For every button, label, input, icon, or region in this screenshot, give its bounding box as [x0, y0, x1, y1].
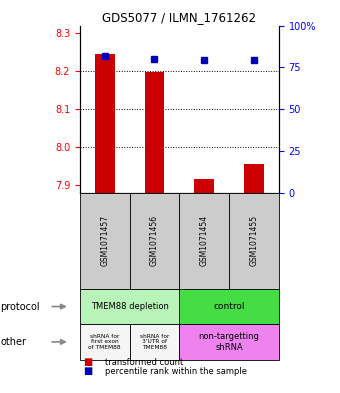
Bar	[144, 72, 165, 193]
Title: GDS5077 / ILMN_1761262: GDS5077 / ILMN_1761262	[102, 11, 256, 24]
Text: non-targetting
shRNA: non-targetting shRNA	[199, 332, 259, 352]
Bar	[95, 54, 115, 193]
Text: percentile rank within the sample: percentile rank within the sample	[105, 367, 248, 376]
Text: GSM1071456: GSM1071456	[150, 215, 159, 266]
Text: control: control	[213, 302, 245, 311]
Bar	[194, 179, 214, 193]
Text: ■: ■	[83, 357, 92, 367]
Text: shRNA for
3'UTR of
TMEM88: shRNA for 3'UTR of TMEM88	[140, 334, 169, 350]
Text: GSM1071457: GSM1071457	[100, 215, 109, 266]
Text: other: other	[0, 337, 26, 347]
Text: ■: ■	[83, 366, 92, 376]
Text: GSM1071455: GSM1071455	[250, 215, 258, 266]
Bar	[244, 164, 264, 193]
Text: GSM1071454: GSM1071454	[200, 215, 209, 266]
Text: transformed count: transformed count	[105, 358, 184, 367]
Text: shRNA for
first exon
of TMEM88: shRNA for first exon of TMEM88	[88, 334, 121, 350]
Text: TMEM88 depletion: TMEM88 depletion	[91, 302, 169, 311]
Text: protocol: protocol	[0, 301, 40, 312]
